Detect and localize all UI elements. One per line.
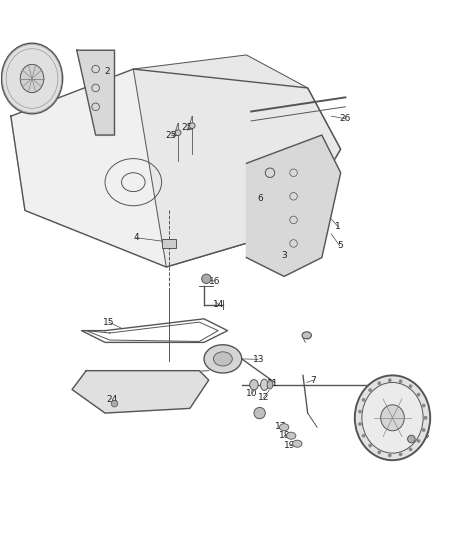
Circle shape: [358, 410, 362, 413]
Text: 2: 2: [105, 67, 110, 76]
Ellipse shape: [261, 379, 268, 390]
Text: 13: 13: [253, 355, 264, 364]
Text: 18: 18: [279, 431, 291, 440]
Circle shape: [399, 452, 402, 456]
Text: 20: 20: [386, 399, 397, 408]
Text: 6: 6: [258, 194, 264, 203]
Ellipse shape: [204, 345, 242, 373]
Text: 14: 14: [213, 300, 225, 309]
Circle shape: [201, 274, 211, 284]
Circle shape: [254, 407, 265, 419]
Text: 22: 22: [407, 384, 418, 393]
Polygon shape: [77, 50, 115, 135]
Text: 4: 4: [134, 233, 139, 242]
Text: 16: 16: [209, 277, 220, 286]
Circle shape: [368, 388, 372, 392]
Text: 12: 12: [258, 394, 269, 403]
Polygon shape: [246, 135, 341, 277]
Circle shape: [417, 439, 420, 443]
Circle shape: [377, 450, 381, 454]
Ellipse shape: [355, 375, 430, 460]
Bar: [162, 239, 176, 248]
Circle shape: [399, 379, 402, 383]
Ellipse shape: [279, 423, 289, 431]
Circle shape: [422, 428, 426, 432]
Circle shape: [358, 422, 362, 426]
Text: 25: 25: [182, 123, 193, 132]
Circle shape: [422, 404, 426, 407]
Circle shape: [175, 130, 181, 136]
Circle shape: [362, 434, 365, 438]
Polygon shape: [72, 371, 209, 413]
Circle shape: [377, 381, 381, 385]
Text: 23: 23: [419, 431, 430, 440]
Text: 25: 25: [165, 130, 177, 139]
Circle shape: [362, 398, 365, 402]
Text: 19: 19: [284, 441, 295, 450]
Ellipse shape: [302, 332, 311, 339]
Ellipse shape: [286, 432, 296, 439]
Ellipse shape: [292, 440, 302, 447]
Ellipse shape: [267, 381, 273, 389]
Circle shape: [424, 416, 428, 420]
Ellipse shape: [362, 382, 423, 453]
Text: 7: 7: [310, 375, 316, 384]
Text: 26: 26: [340, 114, 351, 123]
Ellipse shape: [381, 405, 404, 431]
Circle shape: [409, 384, 412, 388]
Circle shape: [388, 453, 392, 457]
Polygon shape: [133, 55, 341, 267]
Text: 10: 10: [246, 389, 258, 398]
Ellipse shape: [20, 65, 44, 92]
Polygon shape: [11, 69, 341, 267]
Text: 15: 15: [103, 318, 115, 327]
Circle shape: [190, 123, 195, 129]
Circle shape: [417, 392, 420, 397]
Circle shape: [111, 400, 118, 407]
Circle shape: [388, 378, 392, 382]
Text: 9: 9: [257, 412, 263, 421]
Text: 5: 5: [337, 241, 343, 250]
Text: 1: 1: [336, 223, 341, 231]
Text: 11: 11: [267, 379, 279, 388]
Text: 8: 8: [304, 332, 310, 341]
Text: 17: 17: [274, 422, 286, 431]
Circle shape: [424, 416, 428, 420]
Circle shape: [368, 444, 372, 447]
Text: 3: 3: [281, 251, 287, 260]
Circle shape: [408, 435, 415, 443]
Ellipse shape: [213, 352, 232, 366]
Ellipse shape: [250, 380, 258, 390]
Ellipse shape: [1, 43, 63, 114]
Text: 24: 24: [107, 395, 118, 404]
Circle shape: [409, 447, 412, 451]
